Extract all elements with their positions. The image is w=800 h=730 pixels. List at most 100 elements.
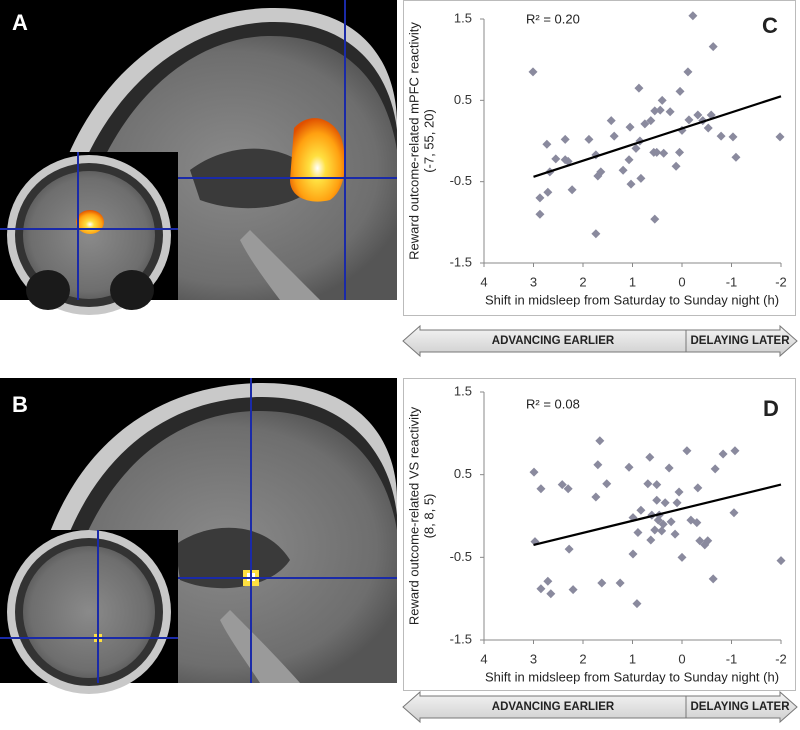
y-axis-label: Reward outcome-related VS reactivity xyxy=(406,406,421,625)
data-point xyxy=(564,544,574,554)
data-point xyxy=(636,173,646,183)
x-tick-label: 3 xyxy=(530,651,537,666)
direction-arrow: ADVANCING EARLIER DELAYING LATER xyxy=(402,690,798,724)
data-point xyxy=(708,574,718,584)
data-point xyxy=(675,147,685,157)
brain-image-b xyxy=(0,378,397,694)
data-point xyxy=(660,498,670,508)
data-point xyxy=(718,449,728,459)
arrow-label: ADVANCING EARLIER xyxy=(492,335,615,347)
data-point xyxy=(658,519,668,529)
data-point xyxy=(693,483,703,493)
regression-line xyxy=(533,483,782,547)
x-axis-label: Shift in midsleep from Saturday to Sunda… xyxy=(485,292,779,307)
data-point xyxy=(666,517,676,527)
arrow-shape xyxy=(402,690,798,724)
y-tick-label: 0.5 xyxy=(454,466,472,481)
panel-label: B xyxy=(12,392,28,417)
y-tick-label: -0.5 xyxy=(450,549,472,564)
y-tick-label: -0.5 xyxy=(450,173,472,188)
data-point xyxy=(595,436,605,446)
data-point xyxy=(640,119,650,129)
x-tick-label: 0 xyxy=(678,274,685,289)
data-point xyxy=(609,131,619,141)
data-point xyxy=(652,147,662,157)
data-point xyxy=(591,229,601,239)
data-point xyxy=(657,526,667,536)
data-point xyxy=(591,492,601,502)
data-point xyxy=(632,599,642,609)
data-point xyxy=(536,484,546,494)
data-point xyxy=(775,132,785,142)
data-point xyxy=(659,148,669,158)
data-point xyxy=(646,116,656,126)
x-axis-label: Shift in midsleep from Saturday to Sunda… xyxy=(485,669,779,684)
arrow-label: DELAYING LATER xyxy=(690,701,790,713)
data-point xyxy=(650,214,660,224)
data-point xyxy=(684,115,694,125)
data-point xyxy=(634,83,644,93)
x-tick-label: 2 xyxy=(579,274,586,289)
data-point xyxy=(671,161,681,171)
data-point xyxy=(584,134,594,144)
data-point xyxy=(615,578,625,588)
data-point xyxy=(650,525,660,535)
data-point xyxy=(529,467,539,477)
y-tick-label: -1.5 xyxy=(450,254,472,269)
data-point xyxy=(568,585,578,595)
data-point xyxy=(700,540,710,550)
data-point xyxy=(536,584,546,594)
arrow-label: DELAYING LATER xyxy=(690,335,790,347)
data-point xyxy=(535,193,545,203)
data-point xyxy=(563,484,573,494)
data-point xyxy=(542,139,552,149)
data-point xyxy=(730,446,740,456)
data-point xyxy=(674,487,684,497)
y-tick-label: 1.5 xyxy=(454,383,472,398)
data-point xyxy=(543,187,553,197)
data-point xyxy=(710,464,720,474)
data-point xyxy=(593,171,603,181)
data-point xyxy=(597,578,607,588)
x-tick-label: 3 xyxy=(530,274,537,289)
data-point xyxy=(695,536,705,546)
regression-line xyxy=(533,95,782,178)
data-point xyxy=(692,518,702,528)
panel-label: D xyxy=(763,396,779,421)
data-point xyxy=(646,535,656,545)
data-point xyxy=(636,505,646,515)
y-tick-label: 0.5 xyxy=(454,92,472,107)
y-tick-label: -1.5 xyxy=(450,631,472,646)
direction-arrow: ADVANCING EARLIER DELAYING LATER xyxy=(402,324,798,358)
data-point xyxy=(563,156,573,166)
y-axis-label: Reward outcome-related mPFC reactivity xyxy=(406,22,421,260)
data-point xyxy=(635,136,645,146)
data-point xyxy=(557,480,567,490)
x-tick-label: -1 xyxy=(726,274,738,289)
data-point xyxy=(664,463,674,473)
data-point xyxy=(624,462,634,472)
data-point xyxy=(729,508,739,518)
data-point xyxy=(606,116,616,126)
y-tick-label: 1.5 xyxy=(454,10,472,25)
y-axis-label: (8, 8, 5) xyxy=(421,494,436,539)
panel-label: A xyxy=(12,10,28,35)
panel-label: C xyxy=(762,13,778,38)
data-point xyxy=(631,143,641,153)
annotation: R² = 0.08 xyxy=(526,396,580,411)
x-tick-label: 0 xyxy=(678,651,685,666)
data-point xyxy=(624,155,634,165)
data-point xyxy=(655,105,665,115)
arrow-label: ADVANCING EARLIER xyxy=(492,701,615,713)
x-tick-label: 1 xyxy=(629,274,636,289)
x-tick-label: 2 xyxy=(579,651,586,666)
data-point xyxy=(776,556,786,566)
data-point xyxy=(652,480,662,490)
brain-image-a xyxy=(0,0,397,315)
data-point xyxy=(633,528,643,538)
data-point xyxy=(650,106,660,116)
data-point xyxy=(693,110,703,120)
data-point xyxy=(535,209,545,219)
x-tick-label: -2 xyxy=(775,274,787,289)
data-point xyxy=(551,154,561,164)
